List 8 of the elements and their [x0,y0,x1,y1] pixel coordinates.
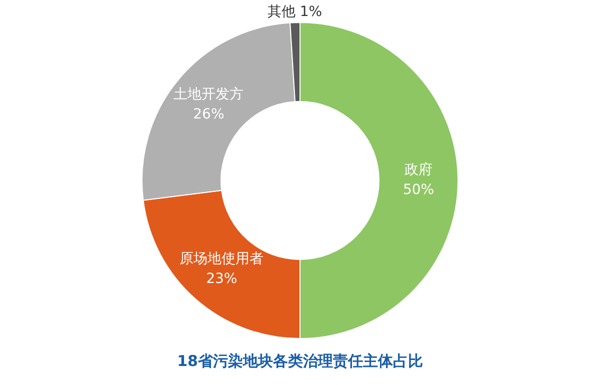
data-label: 26% [193,106,224,123]
slice-label: 原场地使用者 [180,251,264,268]
data-label: 23% [206,271,238,288]
data-label: 50% [402,182,434,198]
slice-label: 政府 [404,162,432,178]
slice-label: 土地开发方 [174,86,244,103]
slice-label: 其他 1% [267,4,322,20]
text: 18省污染地块各类治理责任主体占比 [177,352,423,370]
